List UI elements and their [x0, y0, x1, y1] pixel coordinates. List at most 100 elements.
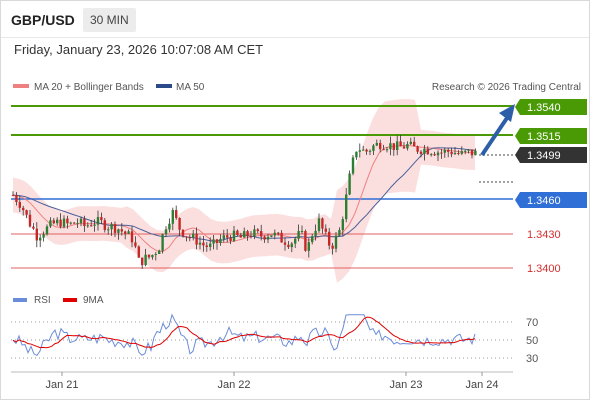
candle-body [25, 210, 28, 215]
candle-body [321, 218, 324, 229]
projection-arrow-head [499, 104, 515, 122]
candle-body [341, 219, 344, 231]
candle-body [440, 152, 443, 154]
rsi-legend-icon [13, 298, 27, 302]
candle-body [283, 242, 287, 245]
candle-body [355, 151, 358, 158]
candle-body [277, 232, 280, 234]
candle-body [32, 226, 35, 229]
candle-body [430, 154, 433, 156]
candle-body [389, 143, 392, 150]
candle-body [239, 235, 242, 238]
rsi-ma-legend-label: 9MA [83, 295, 104, 306]
candle-body [351, 157, 355, 174]
credit-label: Research © 2026 Trading Central [432, 82, 581, 93]
candle-body [464, 150, 467, 152]
rsi-tick-70: 70 [526, 317, 538, 329]
candle-body [362, 149, 365, 151]
candle-body [368, 150, 372, 152]
candle-body [49, 220, 52, 227]
candle-body [52, 220, 55, 224]
candle-body [457, 152, 460, 154]
candle-body [198, 242, 202, 245]
x-tick-jan21: Jan 21 [45, 379, 78, 391]
level-s1-value: 1.3430 [527, 229, 561, 241]
candle-body [39, 237, 42, 241]
candle-body [154, 253, 157, 255]
candle-body [171, 210, 174, 224]
candle-body [236, 230, 239, 236]
rsi-ma-line [12, 316, 476, 349]
candle-body [181, 229, 185, 237]
ma20-legend-icon [13, 84, 29, 88]
candle-body [409, 141, 412, 145]
timestamp: Friday, January 23, 2026 10:07:08 AM CET [14, 42, 264, 57]
candlestick-series [11, 135, 477, 269]
candle-body [372, 145, 375, 151]
candle-body [379, 142, 382, 150]
candle-body [243, 231, 246, 238]
candle-body [314, 230, 317, 237]
candle-body [168, 223, 171, 230]
level-tag-r1: 1.3515 [515, 128, 587, 144]
candle-body [45, 226, 49, 235]
candle-body [260, 231, 263, 237]
candle-body [406, 144, 409, 149]
header-divider [1, 37, 589, 38]
rsi-tick-30: 30 [526, 353, 538, 365]
candle-body [300, 231, 304, 233]
candle-body [15, 195, 18, 202]
candle-body [249, 236, 253, 238]
bollinger-band [13, 99, 475, 283]
candle-body [270, 235, 273, 237]
candle-body [100, 217, 103, 221]
candle-body [188, 237, 191, 239]
candle-body [56, 219, 59, 224]
candle-body [470, 149, 474, 156]
candle-body [83, 218, 86, 227]
level-tag-r2: 1.3540 [515, 99, 587, 115]
candle-body [311, 236, 314, 243]
candle-body [195, 233, 198, 245]
x-tick-jan22: Jan 22 [217, 379, 250, 391]
level-last-value: 1.3499 [527, 150, 561, 162]
candle-body [460, 151, 463, 154]
candle-body [219, 238, 222, 244]
level-pivot-value: 1.3460 [527, 195, 561, 207]
x-tick-jan23: Jan 23 [389, 379, 422, 391]
rsi-legend-label: RSI [34, 295, 51, 306]
candle-body [86, 225, 89, 227]
rsi-tick-50: 50 [526, 335, 538, 347]
candle-body [79, 218, 83, 224]
candle-body [147, 254, 151, 258]
level-tag-pivot: 1.3460 [515, 192, 587, 208]
candle-body [158, 250, 161, 254]
ma20-legend-label: MA 20 + Bollinger Bands [34, 82, 144, 93]
x-tick-jan24: Jan 24 [465, 379, 498, 391]
candle-body [436, 152, 440, 156]
candle-body [348, 173, 351, 195]
candle-body [392, 143, 395, 151]
candle-body [22, 207, 25, 211]
candle-body [297, 231, 300, 239]
candle-body [253, 229, 256, 237]
candle-body [416, 146, 419, 152]
candle-body [375, 142, 378, 146]
candle-body [290, 243, 293, 248]
candle-body [443, 149, 446, 153]
candle-body [447, 149, 450, 152]
candle-body [137, 246, 140, 258]
candle-body [246, 231, 249, 237]
candle-body [358, 150, 361, 152]
level-s2-value: 1.3400 [527, 263, 561, 275]
candle-body [365, 149, 368, 152]
candle-body [66, 218, 69, 224]
candle-body [151, 254, 154, 258]
timeframe-button[interactable]: 30 MIN [83, 8, 136, 32]
candle-body [345, 194, 348, 220]
candle-body [474, 150, 477, 156]
candle-body [124, 231, 127, 234]
candle-body [287, 244, 290, 248]
candle-body [69, 222, 72, 224]
